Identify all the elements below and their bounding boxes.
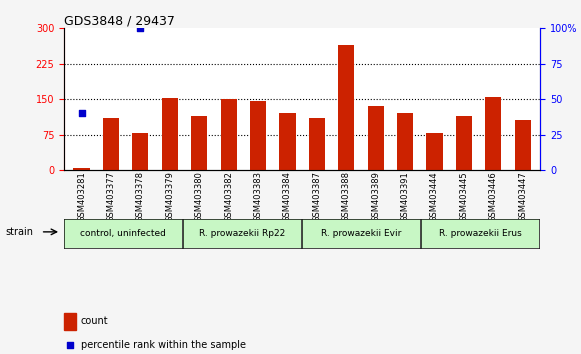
Bar bbox=[397, 113, 413, 170]
Point bbox=[400, 0, 410, 6]
Point bbox=[136, 25, 145, 31]
Bar bbox=[426, 133, 443, 170]
Point bbox=[459, 11, 468, 17]
Point bbox=[77, 110, 86, 116]
Bar bbox=[338, 45, 354, 170]
Text: R. prowazekii Erus: R. prowazekii Erus bbox=[439, 229, 522, 238]
Text: percentile rank within the sample: percentile rank within the sample bbox=[81, 340, 246, 350]
Bar bbox=[64, 313, 76, 330]
Bar bbox=[221, 99, 236, 170]
Bar bbox=[515, 120, 531, 170]
Text: control, uninfected: control, uninfected bbox=[80, 229, 166, 238]
Text: R. prowazekii Rp22: R. prowazekii Rp22 bbox=[199, 229, 285, 238]
Bar bbox=[485, 97, 501, 170]
Point bbox=[349, 303, 358, 309]
Point bbox=[195, 0, 204, 6]
Bar bbox=[191, 116, 207, 170]
Point bbox=[312, 4, 321, 10]
Point bbox=[518, 0, 528, 6]
Bar bbox=[309, 118, 325, 170]
Text: strain: strain bbox=[6, 227, 34, 237]
Text: GDS3848 / 29437: GDS3848 / 29437 bbox=[64, 14, 175, 27]
Bar bbox=[103, 118, 119, 170]
Bar bbox=[456, 116, 472, 170]
Bar bbox=[250, 102, 266, 170]
Bar bbox=[132, 133, 149, 170]
Text: R. prowazekii Evir: R. prowazekii Evir bbox=[321, 229, 401, 238]
Bar bbox=[73, 167, 89, 170]
Point bbox=[283, 4, 292, 10]
Bar bbox=[368, 106, 383, 170]
Bar bbox=[279, 113, 296, 170]
Point bbox=[106, 0, 116, 3]
Text: count: count bbox=[81, 316, 108, 326]
Bar bbox=[162, 98, 178, 170]
Point bbox=[430, 0, 439, 6]
